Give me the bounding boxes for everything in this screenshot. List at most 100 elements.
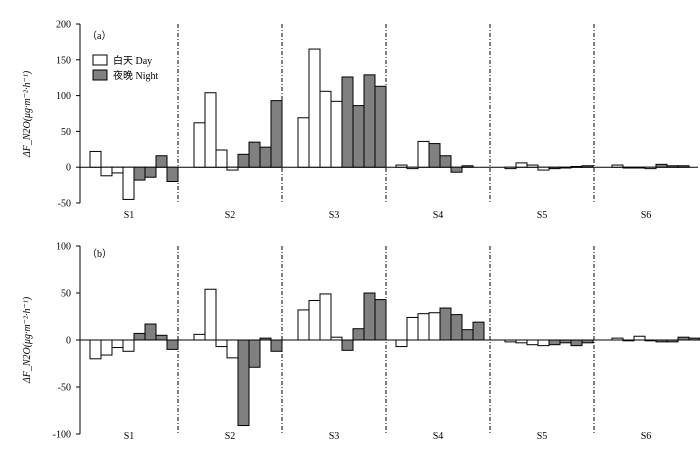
bar-day bbox=[204, 92, 217, 168]
bar-night bbox=[166, 339, 179, 350]
panel-a: -50 0 50 100 150 200 S1 S2 S3 S4 S5 S6 （a） ΔF_N2O(μg·… bbox=[22, 20, 698, 221]
bar-night bbox=[581, 165, 594, 168]
y-tick-label: 0 bbox=[66, 163, 71, 174]
bar-night bbox=[248, 141, 261, 168]
bar-day bbox=[537, 339, 550, 347]
y-tick-label: 100 bbox=[56, 91, 71, 102]
bar-night bbox=[237, 153, 250, 168]
bar-night bbox=[548, 166, 561, 170]
bar-night bbox=[270, 339, 283, 352]
bar-night bbox=[439, 155, 452, 168]
site-label: S5 bbox=[537, 431, 548, 442]
y-tick-label: 0 bbox=[66, 336, 71, 347]
bar-day bbox=[89, 339, 102, 360]
bar-night bbox=[559, 339, 572, 344]
bar-day bbox=[611, 164, 624, 168]
site-label: S3 bbox=[329, 431, 340, 442]
site-label: S1 bbox=[124, 431, 135, 442]
bar-night bbox=[439, 307, 452, 341]
bar-day bbox=[122, 166, 135, 200]
bar-day bbox=[644, 166, 657, 170]
bar-night bbox=[688, 337, 700, 341]
legend: 白天 Day 夜晚 Night bbox=[92, 54, 158, 82]
y-tick-label: 50 bbox=[61, 289, 71, 300]
bar-day bbox=[537, 166, 550, 171]
bar-night bbox=[133, 166, 146, 181]
bar-day bbox=[622, 339, 635, 342]
bar-day bbox=[89, 150, 102, 168]
bar-day bbox=[215, 149, 228, 168]
bar-night bbox=[155, 334, 168, 341]
bar-night bbox=[655, 339, 668, 343]
bar-night bbox=[428, 143, 441, 168]
bar-night bbox=[259, 337, 272, 341]
bar-day bbox=[226, 166, 239, 171]
bar-day bbox=[330, 336, 343, 341]
bar-day bbox=[428, 312, 441, 341]
bar-night bbox=[144, 323, 157, 341]
bar-day bbox=[417, 313, 430, 341]
panel-b: -100 -50 0 50 100 S1 S2 S3 S4 S5 S6 （b） ΔF_N2O(μg·m⁻… bbox=[22, 242, 700, 442]
bar-night bbox=[374, 299, 387, 341]
bar-day bbox=[395, 164, 408, 168]
bar-day bbox=[504, 339, 517, 343]
site-label: S5 bbox=[537, 210, 548, 221]
y-axis-label: ΔF_N2O(μg·m⁻²·h⁻¹) bbox=[22, 296, 33, 384]
bar-day bbox=[644, 339, 657, 342]
y-tick-label: -50 bbox=[58, 199, 71, 210]
y-tick-label: 200 bbox=[56, 20, 71, 31]
y-axis-label: ΔF_N2O(μg·m⁻²·h⁻¹) bbox=[22, 70, 33, 158]
bar-night bbox=[237, 339, 250, 427]
bar-day bbox=[319, 90, 332, 168]
bar-night bbox=[559, 166, 572, 169]
bar-night bbox=[461, 165, 474, 168]
bar-night bbox=[144, 166, 157, 178]
bar-day bbox=[215, 339, 228, 348]
bar-night bbox=[155, 155, 168, 168]
bar-day bbox=[100, 339, 113, 356]
bar-night bbox=[352, 328, 365, 341]
bar-day bbox=[406, 316, 419, 341]
bar-night bbox=[472, 321, 485, 341]
site-label: S6 bbox=[641, 210, 652, 221]
y-tick-label: -50 bbox=[58, 383, 71, 394]
bar-night bbox=[270, 100, 283, 168]
bar-night bbox=[666, 339, 679, 343]
legend-day-label: 白天 Day bbox=[113, 54, 152, 67]
bar-day bbox=[611, 337, 624, 341]
bar-day bbox=[395, 339, 408, 348]
bar-day bbox=[515, 339, 528, 344]
bar-night bbox=[450, 166, 463, 173]
bar-night bbox=[374, 85, 387, 168]
bar-night bbox=[450, 314, 463, 341]
legend-night-label: 夜晚 Night bbox=[113, 69, 158, 82]
site-label: S4 bbox=[433, 431, 444, 442]
bar-night bbox=[666, 165, 679, 168]
y-tick-label: 100 bbox=[56, 242, 71, 253]
site-label: S3 bbox=[329, 210, 340, 221]
bar-day bbox=[308, 300, 321, 341]
y-tick-label: 50 bbox=[61, 127, 71, 138]
bar-night bbox=[570, 339, 583, 347]
bar-day bbox=[193, 122, 206, 168]
bar-night bbox=[677, 165, 690, 168]
bar-night bbox=[677, 336, 690, 341]
bar-day bbox=[111, 339, 124, 349]
bar-day bbox=[633, 335, 646, 341]
bar-day bbox=[308, 48, 321, 168]
bar-night bbox=[248, 339, 261, 368]
bar-day bbox=[319, 293, 332, 341]
bar-day bbox=[111, 166, 124, 174]
bar-day bbox=[622, 166, 635, 169]
bar-night bbox=[655, 163, 668, 168]
bar-night bbox=[133, 332, 146, 341]
bar-day bbox=[417, 140, 430, 168]
bar-day bbox=[406, 166, 419, 170]
bar-night bbox=[581, 339, 594, 344]
bar-night bbox=[259, 146, 272, 168]
y-tick-label: -100 bbox=[53, 430, 71, 441]
bar-day bbox=[330, 100, 343, 168]
bar-day bbox=[297, 309, 310, 341]
bar-night bbox=[461, 329, 474, 341]
